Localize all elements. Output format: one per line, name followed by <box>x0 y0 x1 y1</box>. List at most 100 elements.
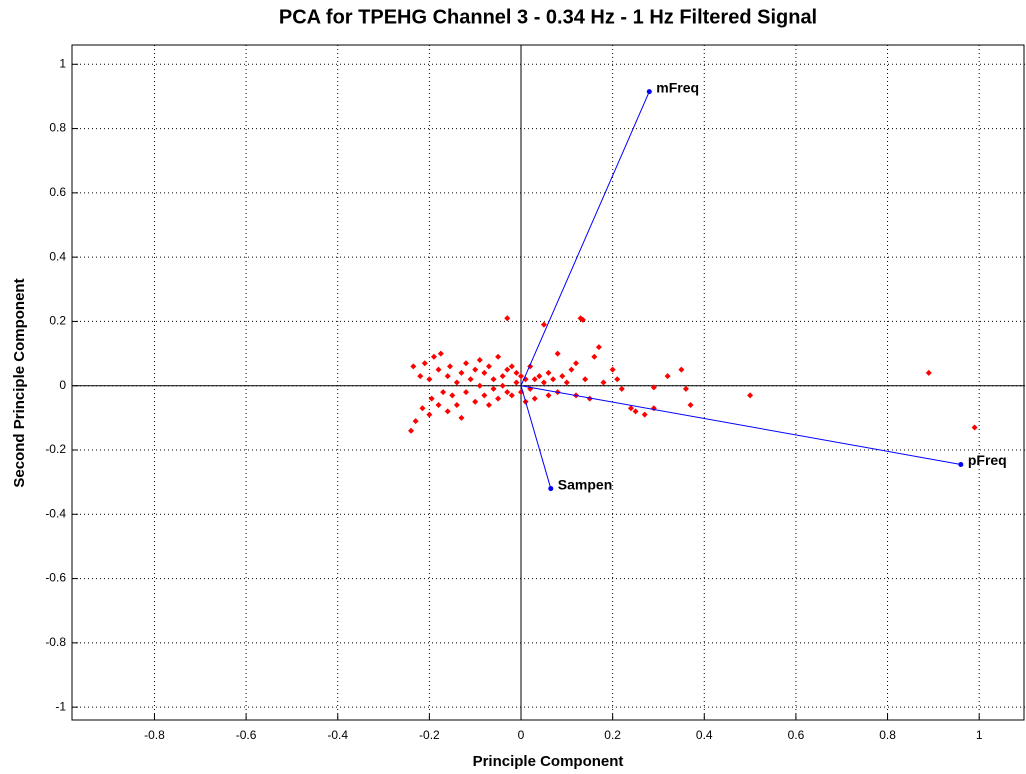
score-point <box>458 414 465 421</box>
score-point <box>485 402 492 408</box>
score-point <box>554 350 561 357</box>
loading-point <box>958 461 964 467</box>
y-tick-label: -0.4 <box>45 506 66 520</box>
score-point <box>453 402 460 408</box>
score-point <box>408 427 415 434</box>
score-point <box>504 366 511 373</box>
score-point <box>641 411 648 418</box>
x-axis-label: Principle Component <box>473 753 624 770</box>
y-tick-label: 0.6 <box>49 185 66 199</box>
score-point <box>444 408 451 415</box>
score-point <box>664 373 671 380</box>
score-point <box>410 363 417 370</box>
score-point <box>586 395 593 402</box>
score-point <box>531 376 538 383</box>
x-tick-label: 0.4 <box>696 728 713 742</box>
score-point <box>412 418 419 425</box>
score-point <box>481 369 488 376</box>
x-tick-label: 0.6 <box>788 728 805 742</box>
score-point <box>504 315 511 322</box>
score-point <box>627 405 634 412</box>
x-tick-label: 1 <box>976 728 983 742</box>
y-axis-label: Second Principle Component <box>11 278 28 487</box>
score-point <box>476 357 483 363</box>
plot-frame <box>71 44 1025 721</box>
y-tick-label: -1 <box>55 699 66 713</box>
score-point <box>531 395 538 402</box>
score-point <box>485 363 492 370</box>
score-point <box>559 373 566 380</box>
loading-point <box>548 486 554 492</box>
score-point <box>687 402 694 408</box>
score-point <box>481 392 488 399</box>
score-point <box>540 321 547 328</box>
score-point <box>419 405 426 412</box>
loading-vector <box>520 91 650 386</box>
score-point <box>632 408 639 415</box>
vector-label: pFreq <box>968 452 1007 468</box>
score-point <box>499 382 506 389</box>
vector-label: Sampen <box>558 476 612 492</box>
score-point <box>444 373 451 380</box>
score-point <box>495 395 502 402</box>
score-point <box>463 389 470 396</box>
score-point <box>591 353 598 360</box>
loading-vector <box>520 385 961 465</box>
loading-vector <box>520 385 552 489</box>
x-tick-label: -0.2 <box>419 728 440 742</box>
score-point <box>428 395 435 402</box>
score-point <box>449 392 456 399</box>
score-point <box>446 363 453 370</box>
y-tick-label: 0.8 <box>49 121 66 135</box>
score-point <box>582 376 589 383</box>
score-point <box>568 366 575 373</box>
score-point <box>508 392 515 399</box>
score-point <box>490 376 497 383</box>
score-point <box>682 385 689 392</box>
y-tick-label: -0.6 <box>45 571 66 585</box>
score-point <box>430 353 437 360</box>
score-point <box>499 373 506 380</box>
score-point <box>545 392 552 399</box>
score-point <box>476 382 483 389</box>
score-point <box>550 376 557 383</box>
score-point <box>618 385 625 392</box>
score-point <box>609 366 616 373</box>
score-point <box>925 369 932 376</box>
vector-label: mFreq <box>656 79 699 95</box>
score-point <box>426 411 433 418</box>
x-tick-label: 0 <box>518 728 525 742</box>
score-point <box>650 384 657 391</box>
x-tick-label: -0.6 <box>236 728 257 742</box>
y-tick-label: -0.2 <box>45 442 66 456</box>
score-point <box>579 316 586 323</box>
score-point <box>545 369 552 376</box>
y-tick-label: -0.8 <box>45 635 66 649</box>
score-point <box>536 373 543 380</box>
score-point <box>600 379 607 386</box>
score-point <box>495 353 502 360</box>
score-point <box>453 379 460 386</box>
score-point <box>458 369 465 376</box>
score-point <box>437 350 444 357</box>
score-point <box>513 379 520 386</box>
score-point <box>513 369 520 376</box>
score-point <box>467 376 474 383</box>
score-point <box>417 373 424 380</box>
score-point <box>971 424 978 431</box>
score-point <box>472 366 479 373</box>
score-point <box>563 379 570 386</box>
score-point <box>572 360 579 367</box>
chart-title: PCA for TPEHG Channel 3 - 0.34 Hz - 1 Hz… <box>279 6 817 28</box>
score-point <box>421 360 428 367</box>
score-point <box>440 389 447 396</box>
y-tick-label: 1 <box>59 56 66 70</box>
score-point <box>472 398 479 405</box>
score-point <box>614 376 621 383</box>
y-tick-label: 0 <box>59 378 66 392</box>
score-point <box>490 385 497 392</box>
x-tick-label: -0.8 <box>144 728 165 742</box>
score-point <box>540 379 547 386</box>
score-point <box>518 373 525 380</box>
